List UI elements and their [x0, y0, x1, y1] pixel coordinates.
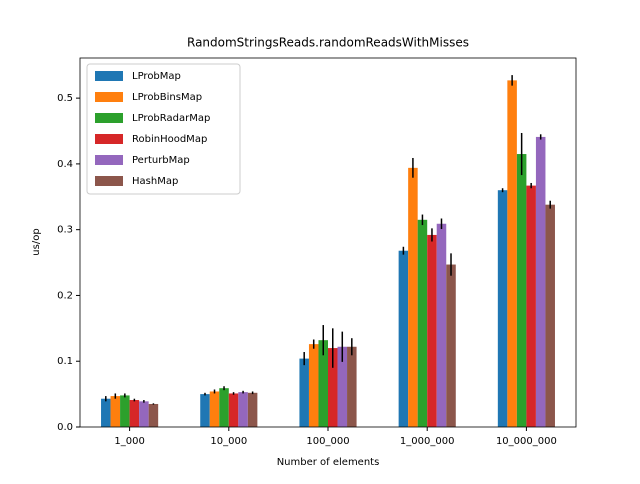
chart-title: RandomStringsReads.randomReadsWithMisses	[187, 36, 469, 50]
legend-swatch	[95, 92, 123, 102]
bar	[308, 344, 319, 427]
bar	[497, 190, 508, 427]
bar	[337, 346, 348, 427]
bar	[318, 340, 328, 427]
bar	[219, 388, 229, 427]
x-tick-label: 10_000_000	[496, 436, 557, 447]
bar	[516, 154, 527, 427]
legend-label: LProbMap	[132, 71, 181, 82]
bar	[408, 167, 418, 428]
bar	[427, 234, 437, 427]
bar	[148, 403, 159, 427]
x-axis-label: Number of elements	[277, 457, 380, 468]
bar	[299, 358, 309, 427]
x-tick-label: 100_000	[306, 436, 349, 447]
bar	[545, 204, 555, 427]
bar	[247, 392, 258, 427]
legend-swatch	[95, 176, 123, 186]
bar	[436, 223, 447, 427]
bar	[129, 400, 140, 427]
legend-label: RobinHoodMap	[132, 134, 207, 145]
bar	[328, 348, 338, 427]
legend-swatch	[95, 113, 123, 123]
bar	[526, 185, 536, 427]
legend-swatch	[95, 134, 123, 144]
y-tick-label: 0.2	[57, 290, 73, 301]
bar	[535, 136, 546, 427]
bar	[228, 393, 239, 427]
plot-frame	[79, 57, 577, 428]
y-axis-label: us/op	[31, 228, 42, 255]
bar	[120, 395, 130, 427]
legend-label: HashMap	[132, 176, 178, 187]
legend-label: LProbRadarMap	[132, 113, 210, 124]
bar	[347, 346, 357, 427]
y-tick-label: 0.1	[57, 356, 73, 367]
legend-box	[86, 63, 241, 195]
x-tick-label: 1_000_000	[400, 436, 455, 447]
bar	[101, 398, 111, 427]
bar	[417, 219, 428, 427]
legend-swatch	[95, 71, 123, 81]
bar	[110, 396, 121, 427]
bar	[238, 392, 248, 427]
legend-label: PerturbMap	[132, 155, 190, 166]
y-tick-label: 0.0	[57, 422, 73, 433]
legend-label: LProbBinsMap	[132, 92, 202, 103]
bar	[507, 80, 517, 427]
bar	[139, 401, 149, 427]
x-tick-label: 10_000	[210, 436, 247, 447]
y-tick-label: 0.4	[57, 159, 73, 170]
legend-swatch	[95, 155, 123, 165]
y-tick-label: 0.5	[57, 93, 73, 104]
bar	[398, 250, 409, 427]
bar	[200, 394, 210, 427]
y-tick-label: 0.3	[57, 225, 73, 236]
bar	[209, 391, 220, 427]
x-tick-label: 1_000	[114, 436, 144, 447]
bar	[446, 264, 456, 427]
